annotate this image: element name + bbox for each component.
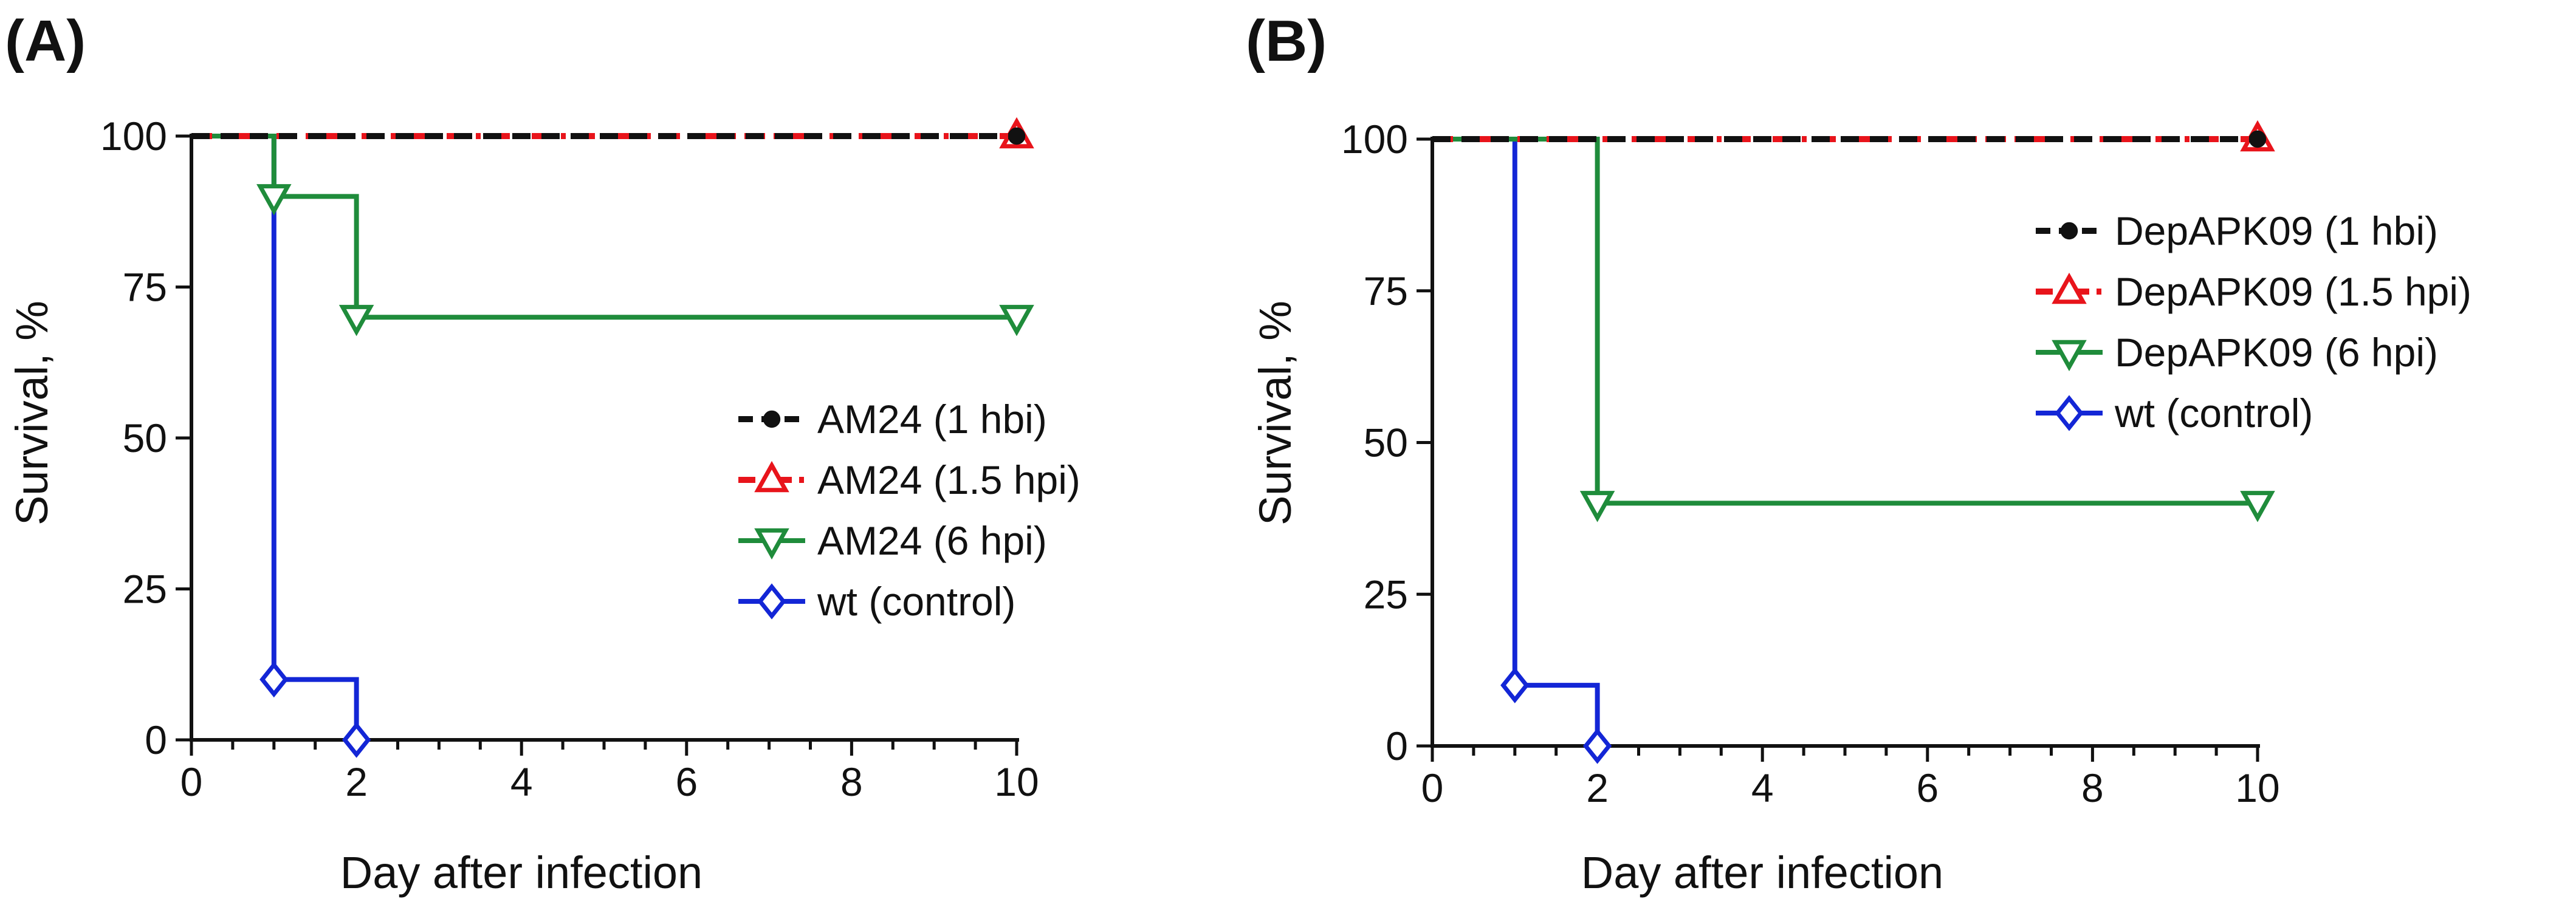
- panel-b-x-tick-label: 4: [1751, 765, 1774, 810]
- panel-b-x-tick-label: 0: [1421, 765, 1444, 810]
- panel-b-y-tick-label: 50: [1364, 420, 1408, 465]
- panel-b-data-point: [1579, 491, 1615, 522]
- panel-b-x-axis-title: Day after infection: [1581, 847, 1943, 898]
- panel-b-data-point: [2248, 130, 2267, 148]
- panel-a-data-point: [259, 661, 289, 698]
- panel-a-data-point: [342, 722, 371, 758]
- panel-a-y-tick-label: 0: [145, 717, 167, 762]
- panel-a-legend-item: AM24 (6 hpi): [738, 518, 1047, 563]
- panel-b-legend: DepAPK09 (1 hbi) DepAPK09 (1.5 hpi) DepAPK…: [2036, 208, 2471, 436]
- panel-a-y-tick-label: 25: [123, 567, 167, 612]
- panel-a-y-tick-label: 75: [123, 265, 167, 310]
- panel-a-legend-label: AM24 (1.5 hpi): [817, 457, 1080, 502]
- panel-a-legend-label: wt (control): [817, 579, 1015, 624]
- panel-b-legend-item: wt (control): [2036, 391, 2313, 436]
- panel-b-data-point: [2240, 491, 2275, 522]
- panel-b-data-point: [1582, 728, 1612, 764]
- panel-a-x-tick-label: 6: [675, 759, 698, 804]
- panel-a-legend-item: AM24 (1 hbi): [738, 397, 1047, 442]
- panel-b-label: (B): [1246, 9, 1327, 74]
- panel-a-legend-marker: [757, 583, 786, 620]
- panel-a-series-0: [191, 127, 1026, 145]
- panel-b-legend-marker: [2052, 340, 2087, 372]
- panel-b-legend-marker: [2055, 395, 2084, 431]
- panel-b-legend-label: wt (control): [2114, 391, 2313, 436]
- panel-a-legend-label: AM24 (1 hbi): [817, 397, 1047, 442]
- panel-a-series-3: [191, 134, 371, 758]
- panel-a-legend: AM24 (1 hbi) AM24 (1.5 hpi) AM24 (6 hpi) wt…: [738, 397, 1080, 624]
- panel-a-label: (A): [5, 9, 86, 74]
- panel-a-series: [191, 117, 1034, 758]
- panel-a-data-point: [256, 184, 292, 216]
- panel-b-series: [1432, 120, 2275, 764]
- panel-b-data-point: [1500, 667, 1530, 703]
- panel-b-series-line: [1432, 137, 1600, 746]
- panel-a-x-tick-label: 2: [345, 759, 368, 804]
- panel-a-x-tick-label: 4: [510, 759, 533, 804]
- panel-a-x-tick-label: 10: [994, 759, 1039, 804]
- panel-b-legend-marker: [2060, 222, 2078, 240]
- panel-a-y-axis-title: Survival, %: [7, 301, 57, 525]
- panel-a-y-tick-label: 100: [100, 114, 167, 159]
- panel-b-legend-item: DepAPK09 (1.5 hpi): [2036, 269, 2471, 314]
- panel-b-y-tick-label: 75: [1364, 268, 1408, 313]
- panel-b-series-0: [1432, 130, 2267, 148]
- panel-a-series-2: [191, 134, 1034, 337]
- panel-a-data-point: [1008, 127, 1026, 145]
- panel-a-x-tick-label: 8: [840, 759, 863, 804]
- panel-a-x-axis-title: Day after infection: [340, 847, 702, 898]
- panel-b-x-tick-label: 2: [1586, 765, 1609, 810]
- panel-a-legend-label: AM24 (6 hpi): [817, 518, 1047, 563]
- panel-b-legend-item: DepAPK09 (6 hpi): [2036, 330, 2438, 375]
- panel-a-legend-marker: [763, 410, 781, 428]
- panel-b-series-2: [1432, 137, 2275, 522]
- panel-b-legend-item: DepAPK09 (1 hbi): [2036, 208, 2438, 253]
- panel-b-y-axis-title: Survival, %: [1250, 301, 1300, 525]
- panel-b-legend-label: DepAPK09 (6 hpi): [2115, 330, 2438, 375]
- panel-a-legend-marker: [754, 528, 789, 560]
- panel-a-x-tick-label: 0: [180, 759, 203, 804]
- panel-b-y-tick-label: 0: [1386, 723, 1408, 768]
- panel-a-legend-marker: [754, 460, 789, 493]
- panel-b-x-tick-label: 6: [1916, 765, 1939, 810]
- panel-a-series-line: [191, 134, 359, 740]
- panel-a-legend-item: AM24 (1.5 hpi): [738, 457, 1080, 502]
- panel-a-data-point: [338, 304, 374, 337]
- panel-a-series-line: [191, 134, 1017, 320]
- panel-b-legend-label: DepAPK09 (1 hbi): [2115, 208, 2438, 253]
- panel-b-x-tick-label: 8: [2081, 765, 2104, 810]
- panel-b-legend-label: DepAPK09 (1.5 hpi): [2115, 269, 2471, 314]
- panel-a-y-tick-label: 50: [123, 415, 167, 460]
- panel-b-y-tick-label: 25: [1364, 572, 1408, 617]
- panel-a-data-point: [999, 304, 1034, 337]
- panel-b-series-line: [1432, 137, 2258, 506]
- panel-b-series-3: [1432, 137, 1612, 764]
- panel-b-legend-marker: [2052, 272, 2087, 304]
- panel-b-x-tick-label: 10: [2235, 765, 2279, 810]
- panel-a-legend-item: wt (control): [738, 579, 1015, 624]
- panel-b-y-tick-label: 100: [1341, 117, 1408, 162]
